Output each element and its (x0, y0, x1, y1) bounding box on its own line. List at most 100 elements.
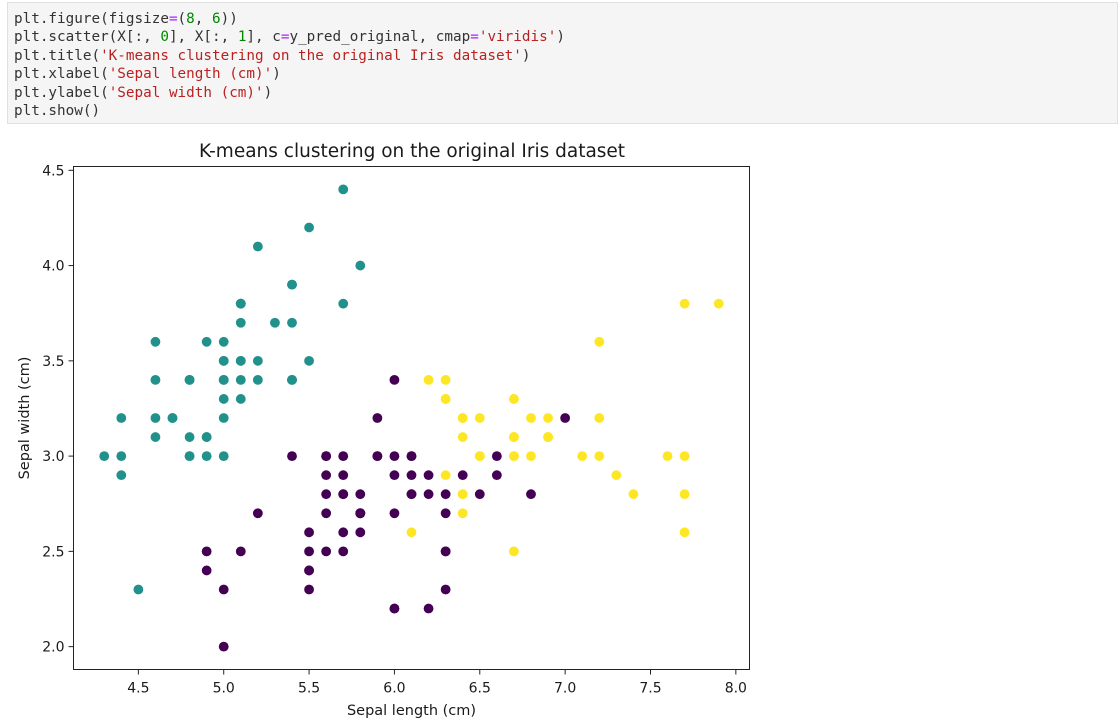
y-tick-label: 2.0 (42, 640, 64, 656)
scatter-point (526, 413, 536, 423)
scatter-point (252, 508, 263, 519)
scatter-point (491, 470, 502, 481)
scatter-point (184, 374, 195, 385)
code-token: 'Sepal length (cm)' (108, 66, 273, 83)
code-line: plt.xlabel('Sepal length (cm)') (14, 65, 1117, 83)
scatter-point (321, 451, 332, 462)
code-token: = (280, 29, 290, 46)
scatter-point (355, 527, 366, 538)
scatter-point (372, 451, 383, 462)
y-tick-label: 2.5 (42, 544, 64, 560)
scatter-point (423, 603, 434, 614)
code-token: ) (556, 29, 565, 46)
y-tick-label: 4.0 (42, 259, 64, 275)
scatter-point (287, 317, 297, 328)
scatter-point (440, 489, 451, 500)
x-tick-label: 6.5 (469, 681, 491, 697)
scatter-point (355, 260, 366, 271)
scatter-point (321, 489, 332, 500)
scatter-point (355, 489, 366, 500)
code-cell[interactable]: plt.figure(figsize=(8, 6)) plt.scatter(X[… (7, 2, 1118, 124)
x-tick-label: 5.0 (213, 681, 235, 697)
code-token: plt.show() (14, 102, 101, 119)
code-token: , (194, 11, 212, 27)
scatter-point (389, 603, 400, 614)
scatter-point (491, 451, 502, 462)
scatter-point (304, 527, 314, 538)
scatter-point (304, 222, 314, 233)
scatter-point (235, 546, 246, 557)
scatter-point (201, 451, 212, 462)
plot-frame (73, 166, 750, 670)
scatter-point (304, 565, 314, 576)
scatter-point (321, 508, 332, 519)
scatter-point (713, 298, 724, 309)
scatter-point (252, 374, 263, 385)
scatter-point (338, 489, 349, 500)
scatter-point (509, 432, 519, 442)
scatter-point (406, 451, 417, 462)
scatter-point (338, 546, 349, 557)
scatter-point (338, 470, 349, 481)
x-tick-label: 7.0 (554, 681, 576, 697)
scatter-point (423, 374, 434, 385)
scatter-point (321, 546, 332, 557)
code-token: plt.scatter(X[:, (14, 29, 161, 46)
scatter-point (218, 641, 229, 652)
scatter-points (99, 184, 724, 652)
code-token: = (168, 11, 178, 27)
scatter-point (167, 413, 178, 423)
scatter-point (150, 374, 161, 385)
code-token: 8 (186, 11, 195, 27)
code-token: ], c (246, 29, 281, 46)
scatter-point (235, 374, 246, 385)
code-line: plt.scatter(X[:, 0], X[:, 1], c=y_pred_o… (14, 28, 1117, 46)
scatter-point (270, 317, 280, 328)
scatter-point (304, 355, 314, 366)
scatter-point (218, 413, 229, 423)
scatter-point (440, 394, 451, 404)
scatter-point (457, 413, 468, 423)
y-tick-label: 4.5 (42, 163, 64, 179)
scatter-point (509, 394, 519, 404)
scatter-point (423, 470, 434, 481)
scatter-point (304, 546, 314, 557)
scatter-point (406, 470, 417, 481)
scatter-point (594, 336, 605, 347)
scatter-point (457, 508, 468, 519)
scatter-point (150, 336, 161, 347)
scatter-point (218, 394, 229, 404)
code-token: = (470, 29, 479, 46)
scatter-point (457, 432, 468, 442)
code-token: 'Sepal width (cm)' (108, 84, 264, 101)
scatter-point (679, 451, 690, 462)
scatter-point (321, 470, 332, 481)
scatter-point (457, 489, 468, 500)
scatter-point (218, 584, 229, 595)
y-tick-label: 3.5 (42, 354, 64, 370)
code-token: 1 (237, 29, 247, 46)
scatter-point (355, 508, 366, 519)
scatter-point (116, 413, 127, 423)
scatter-point (338, 184, 349, 195)
code-token: 'K-means clustering on the original Iris… (100, 47, 522, 64)
scatter-point (594, 451, 605, 462)
x-tick-label: 4.5 (127, 681, 149, 697)
scatter-point (389, 470, 400, 481)
scatter-point (218, 355, 229, 366)
scatter-point (560, 413, 571, 423)
code-line: plt.title('K-means clustering on the ori… (14, 47, 1117, 65)
scatter-point (628, 489, 639, 500)
scatter-point (184, 432, 195, 442)
code-token: ( (177, 11, 187, 27)
x-axis-label: Sepal length (cm) (347, 703, 476, 719)
code-line: plt.ylabel('Sepal width (cm)') (14, 84, 1117, 102)
y-axis-label: Sepal width (cm) (17, 357, 33, 480)
scatter-point (252, 241, 263, 252)
scatter-point (440, 546, 451, 557)
scatter-point (304, 584, 314, 595)
scatter-point (184, 451, 195, 462)
scatter-point (99, 451, 110, 462)
scatter-point (218, 374, 229, 385)
scatter-point (543, 413, 553, 423)
